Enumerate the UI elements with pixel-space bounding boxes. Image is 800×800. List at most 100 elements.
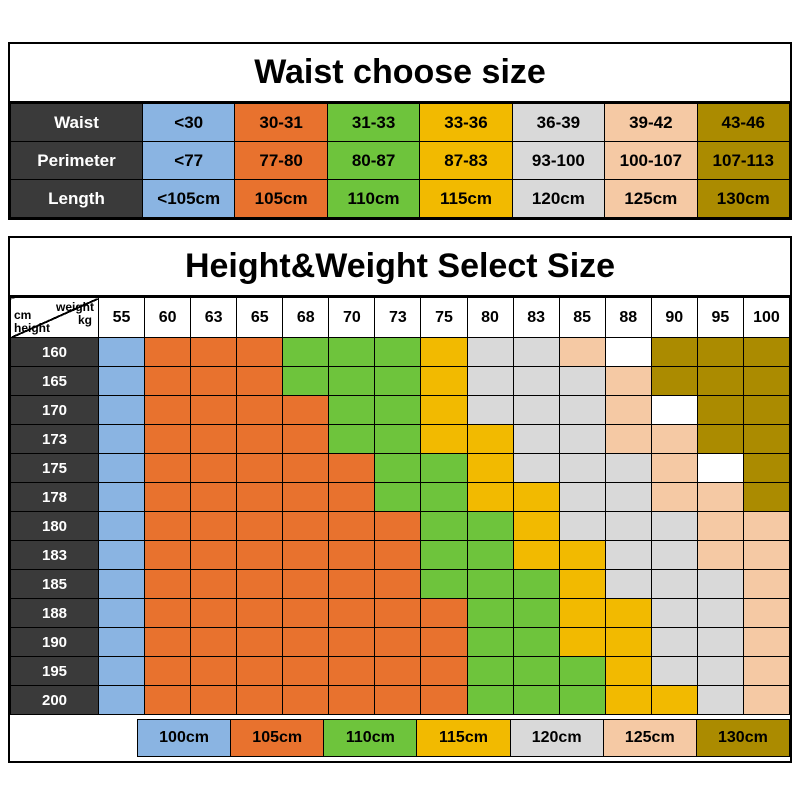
size-grid-cell xyxy=(696,482,744,512)
size-grid-cell xyxy=(512,453,560,483)
waist-table-row: Perimeter <77 77-80 80-87 87-83 93-100 100-107… xyxy=(10,141,791,180)
waist-size-cell: <105cm xyxy=(141,179,236,218)
size-grid-cell xyxy=(420,482,468,512)
size-grid-cell xyxy=(558,598,606,628)
size-grid-cell xyxy=(144,511,192,541)
size-grid-cell xyxy=(650,395,698,425)
waist-size-cell: 100-107 xyxy=(604,141,698,180)
size-grid-cell xyxy=(282,366,330,396)
size-grid-cell xyxy=(696,598,744,628)
weight-header-cell: 90 xyxy=(650,297,698,338)
weight-header-cell: 85 xyxy=(558,297,606,338)
legend-item: 110cm xyxy=(323,719,418,757)
size-grid-cell xyxy=(374,366,422,396)
size-grid-cell xyxy=(466,598,514,628)
height-weight-table: weight kg cm height 55 60 63 65 68 70 73 75 80 83… xyxy=(10,297,791,715)
waist-size-cell: 115cm xyxy=(419,179,513,218)
height-label-cell: 183 xyxy=(10,540,99,570)
height-label-cell: 200 xyxy=(10,685,99,715)
size-grid-cell xyxy=(604,540,652,570)
size-grid-cell xyxy=(420,656,468,686)
size-grid-cell xyxy=(420,337,468,367)
size-grid-cell xyxy=(466,540,514,570)
size-grid-cell xyxy=(328,395,376,425)
size-grid-cell xyxy=(236,598,284,628)
size-grid-cell xyxy=(650,540,698,570)
size-grid-cell xyxy=(190,569,238,599)
size-grid-cell xyxy=(742,685,791,715)
size-grid-cell xyxy=(282,685,330,715)
hw-table-row: 160 xyxy=(10,337,791,367)
size-grid-cell xyxy=(190,598,238,628)
size-grid-cell xyxy=(374,598,422,628)
height-label-cell: 185 xyxy=(10,569,99,599)
size-grid-cell xyxy=(512,337,560,367)
size-grid-cell xyxy=(512,424,560,454)
legend-item: 130cm xyxy=(695,719,790,757)
size-grid-cell xyxy=(97,685,146,715)
size-grid-cell xyxy=(604,569,652,599)
size-grid-cell xyxy=(282,540,330,570)
height-label-cell: 160 xyxy=(10,337,99,367)
size-grid-cell xyxy=(97,453,146,483)
size-grid-cell xyxy=(236,685,284,715)
size-grid-cell xyxy=(558,569,606,599)
size-grid-cell xyxy=(650,337,698,367)
hw-table-row: 195 xyxy=(10,656,791,686)
size-grid-cell xyxy=(696,685,744,715)
size-grid-cell xyxy=(604,598,652,628)
size-grid-cell xyxy=(97,337,146,367)
size-grid-cell xyxy=(650,482,698,512)
size-grid-cell xyxy=(512,482,560,512)
size-grid-cell xyxy=(512,366,560,396)
size-grid-cell xyxy=(282,569,330,599)
size-grid-cell xyxy=(144,656,192,686)
size-grid-cell xyxy=(604,627,652,657)
legend-item: 105cm xyxy=(230,719,325,757)
size-grid-cell xyxy=(374,511,422,541)
corner-axis-cell: weight kg cm height xyxy=(10,297,99,338)
size-grid-cell xyxy=(604,482,652,512)
size-grid-cell xyxy=(328,598,376,628)
waist-row-label: Waist xyxy=(10,103,143,142)
hw-table-row: 180 xyxy=(10,511,791,541)
size-grid-cell xyxy=(742,598,791,628)
size-legend: 100cm 105cm 110cm 115cm 120cm 125cm 130cm xyxy=(137,719,790,757)
waist-size-cell: 110cm xyxy=(326,179,421,218)
size-grid-cell xyxy=(374,569,422,599)
hw-header-row: weight kg cm height 55 60 63 65 68 70 73 75 80 83… xyxy=(10,297,791,338)
size-grid-cell xyxy=(558,511,606,541)
size-grid-cell xyxy=(604,685,652,715)
waist-table-row: Length <105cm 105cm 110cm 115cm 120cm 125cm 130… xyxy=(10,179,791,218)
legend-item: 125cm xyxy=(602,719,697,757)
waist-size-cell: 30-31 xyxy=(234,103,328,142)
size-grid-cell xyxy=(696,656,744,686)
size-grid-cell xyxy=(742,511,791,541)
size-grid-cell xyxy=(466,627,514,657)
size-grid-cell xyxy=(144,685,192,715)
size-grid-cell xyxy=(466,685,514,715)
size-grid-cell xyxy=(190,453,238,483)
size-grid-cell xyxy=(650,656,698,686)
size-grid-cell xyxy=(420,395,468,425)
size-grid-cell xyxy=(742,627,791,657)
size-grid-cell xyxy=(696,627,744,657)
size-grid-cell xyxy=(97,598,146,628)
size-grid-cell xyxy=(696,366,744,396)
legend-item: 115cm xyxy=(416,719,511,757)
size-grid-cell xyxy=(420,627,468,657)
hw-table-row: 183 xyxy=(10,540,791,570)
size-grid-cell xyxy=(97,424,146,454)
size-grid-cell xyxy=(466,453,514,483)
size-grid-cell xyxy=(604,337,652,367)
size-grid-cell xyxy=(466,656,514,686)
size-grid-cell xyxy=(558,424,606,454)
waist-size-cell: 130cm xyxy=(696,179,791,218)
size-grid-cell xyxy=(97,366,146,396)
size-grid-cell xyxy=(650,366,698,396)
size-grid-cell xyxy=(190,511,238,541)
waist-size-cell: 33-36 xyxy=(419,103,513,142)
size-grid-cell xyxy=(558,395,606,425)
size-grid-cell xyxy=(374,424,422,454)
size-grid-cell xyxy=(190,656,238,686)
